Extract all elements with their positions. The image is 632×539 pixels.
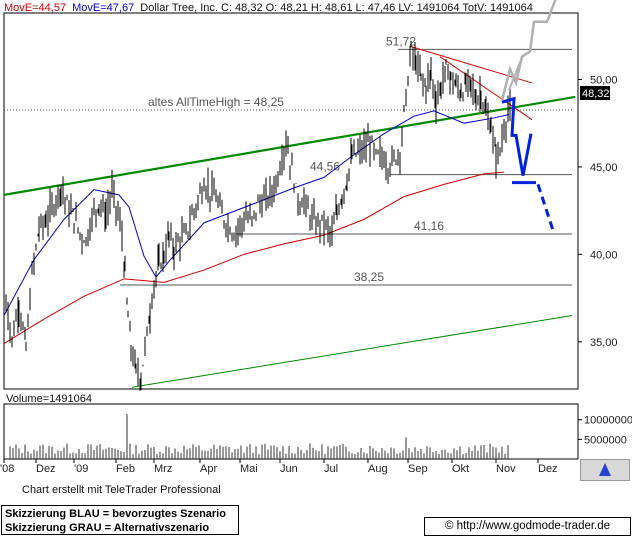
y-tick-label: 35,00 — [590, 337, 618, 349]
x-axis: '08 Dez '09 Feb Mrz Apr Mai Jun Jul Aug Sep Okt Nov D… — [0, 459, 558, 475]
x-tick-label: Jul — [324, 463, 338, 475]
legend-blue: Skizzierung BLAU = bevorzugtes Szenario — [5, 508, 226, 520]
last-price-value: 48,32 — [582, 88, 610, 100]
arrow-icon — [599, 463, 611, 476]
x-tick-label: '08 — [0, 463, 14, 475]
credit-text: Chart erstellt mit TeleTrader Profession… — [22, 484, 221, 496]
x-tick-label: Dez — [538, 463, 558, 475]
ma-short-label: MovE=44,57 — [4, 2, 66, 14]
scroll-handle[interactable] — [580, 459, 630, 481]
lower-trend-line — [131, 315, 573, 388]
x-tick-label: '09 — [74, 463, 88, 475]
header-line: MovE=44,57 MovE=47,67 Dollar Tree, Inc. … — [4, 2, 533, 14]
volume-y-axis: 10000000 5000000 — [578, 415, 632, 446]
moving-average-line — [3, 110, 510, 316]
x-tick-label: Nov — [496, 463, 516, 475]
legend-grey: Skizzierung GRAU = Alternativszenario — [5, 522, 210, 534]
level-label: 44,56 — [310, 160, 340, 174]
x-tick-label: Feb — [116, 463, 135, 475]
x-tick-label: Sep — [408, 463, 428, 475]
ma-long-label: MovE=47,67 — [72, 2, 134, 14]
y-tick-label: 40,00 — [590, 249, 618, 261]
x-tick-label: Apr — [200, 463, 217, 475]
volume-tick-label: 10000000 — [584, 415, 632, 427]
volume-label: Volume=1491064 — [6, 393, 92, 405]
scenario-legend: Skizzierung BLAU = bevorzugtes Szenario … — [1, 505, 239, 535]
trend-lines — [3, 45, 576, 388]
resistance-line-2 — [439, 56, 533, 121]
grey-scenario-branch — [508, 54, 524, 91]
level-label: 38,25 — [354, 270, 384, 284]
y-tick-label: 45,00 — [590, 162, 618, 174]
blue-scenario-path — [501, 96, 533, 176]
x-tick-label: Dez — [36, 463, 56, 475]
y-axis: 50,00 45,00 40,00 35,00 — [578, 74, 618, 349]
x-tick-label: Okt — [452, 463, 469, 475]
x-tick-label: Jun — [280, 463, 298, 475]
volume-tick-label: 5000000 — [584, 434, 627, 446]
scenario-sketches — [500, 0, 557, 234]
level-lines: 51,72 altes AllTimeHigh = 48,25 44,56 41,16… — [4, 34, 572, 286]
level-label: 41,16 — [414, 219, 444, 233]
ohlc-text: Dollar Tree, Inc. C: 48,32 O: 48,21 H: 4… — [140, 2, 533, 14]
series-group — [3, 40, 511, 391]
upper-trend-line — [3, 95, 576, 196]
resistance-line — [409, 45, 533, 84]
price-panel — [3, 12, 579, 390]
last-price-tag: 48,32 — [580, 86, 610, 100]
volume-bars — [9, 413, 509, 459]
x-tick-label: Mrz — [154, 463, 172, 475]
grey-scenario-path — [500, 0, 557, 101]
blue-scenario-dashed — [536, 183, 556, 234]
moving-average-line — [3, 171, 505, 344]
source-link[interactable]: © http://www.godmode-trader.de — [424, 517, 631, 536]
x-tick-label: Aug — [368, 463, 388, 475]
level-label: altes AllTimeHigh = 48,25 — [148, 95, 284, 109]
volume-panel — [3, 403, 579, 460]
x-tick-label: Mai — [240, 463, 258, 475]
y-tick-label: 50,00 — [590, 74, 618, 86]
level-label: 51,72 — [386, 34, 416, 48]
